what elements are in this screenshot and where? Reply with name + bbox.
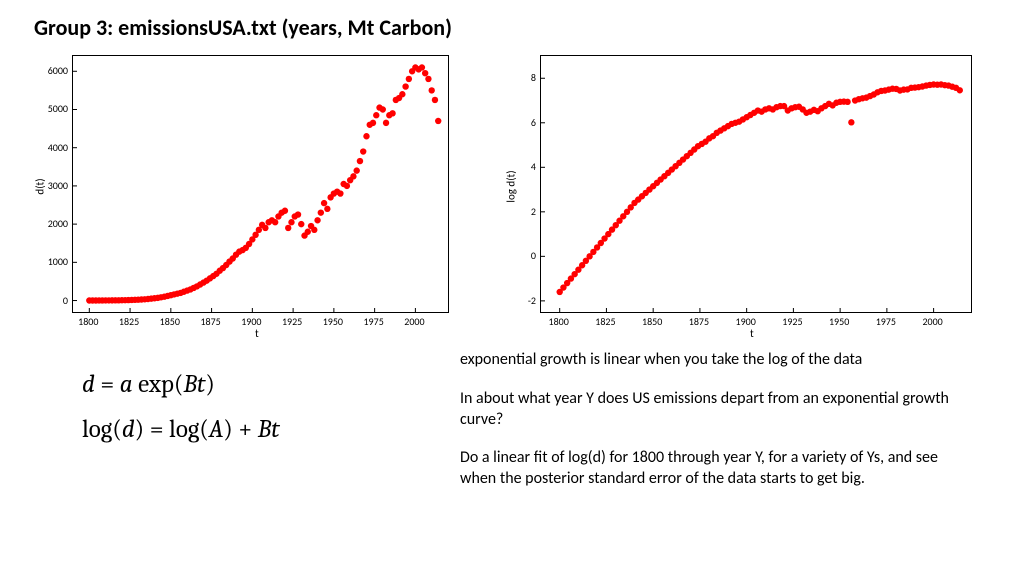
- equation-1: d = a exp(Bt): [82, 370, 280, 399]
- ytick-label: 0: [38, 294, 68, 307]
- xtick-label: 1925: [272, 315, 312, 328]
- xtick-label: 1950: [819, 315, 859, 328]
- xtick-label: 1900: [726, 315, 766, 328]
- ytick-label: 5000: [38, 102, 68, 115]
- chart-left-xlabel: t: [255, 327, 259, 340]
- xtick-label: 1925: [772, 315, 812, 328]
- xtick-label: 1850: [632, 315, 672, 328]
- paragraph-2: In about what year Y does US emissions d…: [460, 389, 960, 431]
- xtick-label: 2000: [913, 315, 953, 328]
- xtick-label: 1875: [679, 315, 719, 328]
- xtick-label: 1825: [109, 315, 149, 328]
- equations-block: d = a exp(Bt) log(d) = log(A) + Bt: [82, 370, 280, 460]
- xtick-label: 1950: [313, 315, 353, 328]
- ytick-label: 4: [516, 160, 536, 173]
- ytick-label: 3000: [38, 179, 68, 192]
- xtick-label: 1975: [354, 315, 394, 328]
- ytick-label: 6: [516, 116, 536, 129]
- xtick-label: 1800: [539, 315, 579, 328]
- slide: Group 3: emissionsUSA.txt (years, Mt Car…: [0, 0, 1024, 576]
- ytick-label: -2: [516, 294, 536, 307]
- body-text: exponential growth is linear when you ta…: [460, 350, 960, 508]
- chart-left: [72, 55, 449, 313]
- ytick-label: 6000: [38, 64, 68, 77]
- xtick-label: 1900: [231, 315, 271, 328]
- chart-right-ylabel: log d(t): [505, 170, 518, 202]
- ytick-label: 2000: [38, 217, 68, 230]
- ytick-label: 8: [516, 71, 536, 84]
- paragraph-1: exponential growth is linear when you ta…: [460, 350, 960, 371]
- xtick-label: 1850: [150, 315, 190, 328]
- chart-right: [540, 55, 972, 313]
- xtick-label: 2000: [394, 315, 434, 328]
- paragraph-3: Do a linear fit of log(d) for 1800 throu…: [460, 448, 960, 490]
- xtick-label: 1825: [585, 315, 625, 328]
- xtick-label: 1875: [191, 315, 231, 328]
- chart-right-xlabel: t: [750, 327, 754, 340]
- equation-2: log(d) = log(A) + Bt: [82, 415, 280, 444]
- ytick-label: 1000: [38, 255, 68, 268]
- xtick-label: 1800: [68, 315, 108, 328]
- chart-left-plot: [73, 56, 448, 312]
- ytick-label: 2: [516, 205, 536, 218]
- ytick-label: 0: [516, 249, 536, 262]
- ytick-label: 4000: [38, 141, 68, 154]
- xtick-label: 1975: [866, 315, 906, 328]
- slide-title: Group 3: emissionsUSA.txt (years, Mt Car…: [34, 14, 452, 41]
- chart-right-plot: [541, 56, 971, 312]
